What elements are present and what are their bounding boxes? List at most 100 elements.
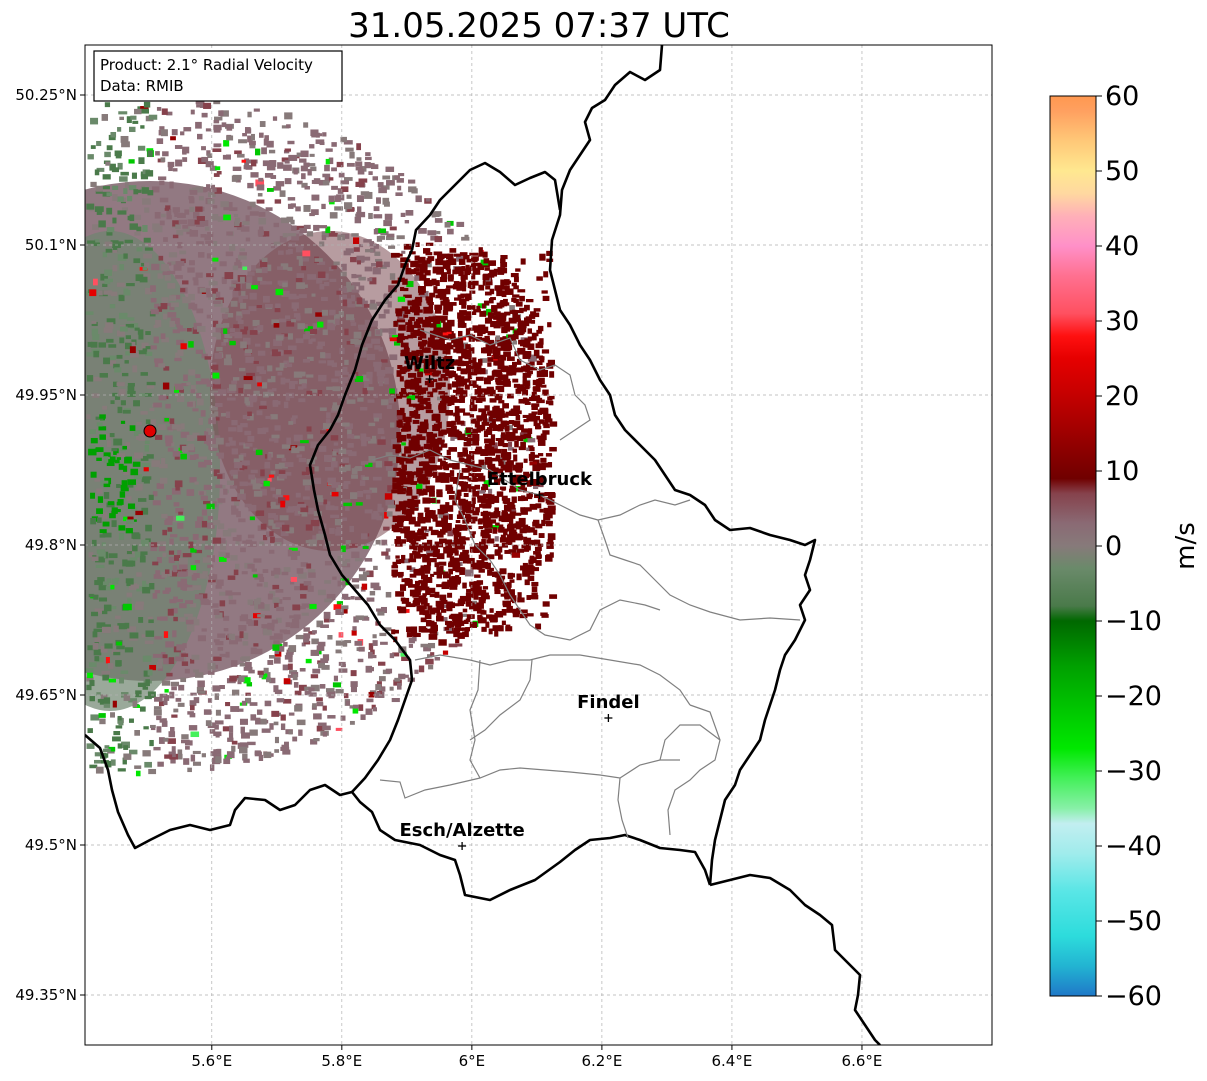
radar-gate: [156, 661, 163, 669]
radar-gate: [212, 417, 220, 421]
radar-gate: [167, 570, 172, 577]
radar-gate: [253, 490, 263, 497]
radar-gate: [362, 374, 370, 382]
radar-gate: [283, 164, 292, 171]
radar-gate: [209, 447, 218, 452]
radar-gate: [375, 228, 381, 234]
radar-gate: [246, 682, 253, 687]
radar-gate: [272, 644, 280, 651]
radar-gate: [511, 435, 519, 441]
radar-gate: [93, 649, 102, 656]
radar-gate: [138, 498, 147, 502]
radar-gate: [492, 406, 500, 414]
radar-gate: [291, 302, 299, 309]
radar-gate: [91, 611, 99, 617]
radar-gate: [518, 486, 525, 492]
radar-gate: [239, 489, 245, 494]
radar-gate: [101, 626, 111, 634]
radar-gate: [485, 281, 493, 286]
radar-gate: [161, 513, 168, 519]
radar-gate: [497, 364, 505, 370]
radar-gate: [239, 662, 248, 667]
radar-gate: [186, 489, 195, 496]
radar-gate: [119, 264, 125, 271]
radar-gate: [365, 331, 372, 337]
radar-gate: [270, 414, 278, 420]
radar-gate: [176, 515, 185, 521]
radar-gate: [253, 390, 260, 396]
radar-gate: [305, 524, 313, 531]
radar-gate: [504, 279, 510, 286]
radar-gate: [543, 271, 549, 278]
radar-gate: [263, 667, 269, 674]
radar-gate: [226, 201, 233, 208]
radar-gate: [279, 190, 286, 197]
radar-gate: [163, 237, 168, 242]
radar-gate: [303, 636, 310, 643]
radar-gate: [406, 489, 413, 496]
radar-gate: [155, 320, 162, 327]
radar-gate: [427, 654, 433, 658]
radar-gate: [109, 456, 116, 462]
radar-gate: [386, 180, 395, 186]
radar-gate: [273, 633, 283, 640]
radar-gate: [407, 322, 412, 328]
radar-gate: [524, 401, 531, 405]
radar-gate: [172, 168, 178, 172]
radar-gate: [177, 522, 184, 529]
radar-gate: [506, 356, 515, 361]
radar-gate: [139, 706, 146, 712]
radar-gate: [361, 583, 368, 590]
radar-gate: [421, 339, 428, 345]
radar-gate: [146, 454, 154, 459]
radar-gate: [316, 697, 323, 702]
radar-gate: [426, 576, 432, 581]
belgium-luxembourg-border: [548, 45, 817, 886]
radar-gate: [442, 397, 449, 404]
radar-gate: [235, 258, 241, 263]
radar-gate: [435, 294, 443, 299]
radar-gate: [274, 749, 280, 753]
radar-gate: [182, 146, 190, 154]
radar-gate: [443, 304, 448, 311]
radar-gate: [383, 261, 390, 268]
radar-gate: [200, 410, 206, 417]
radar-gate: [315, 312, 323, 317]
radar-gate: [255, 717, 261, 725]
radar-gate: [533, 529, 538, 536]
radar-gate: [360, 533, 368, 540]
radar-gate: [161, 571, 168, 578]
radar-gate: [98, 551, 106, 559]
radar-gate: [417, 332, 425, 336]
radar-gate: [438, 561, 447, 566]
radar-gate: [90, 341, 98, 348]
radar-gate: [288, 293, 297, 300]
radar-gate: [243, 632, 249, 640]
radar-gate: [526, 613, 534, 617]
radar-gate: [274, 601, 279, 608]
radar-gate: [231, 175, 238, 182]
radar-gate: [241, 460, 250, 466]
radar-gate: [437, 421, 442, 429]
radar-gate: [325, 158, 330, 165]
radar-gate: [218, 452, 224, 459]
radar-gate: [267, 622, 274, 630]
radar-gate: [440, 316, 446, 323]
radar-gate: [259, 260, 268, 268]
radar-gate: [265, 207, 273, 211]
radar-gate: [167, 608, 174, 616]
radar-gate: [261, 728, 271, 733]
radar-gate: [302, 496, 310, 500]
radar-gate: [414, 535, 421, 542]
radar-gate: [396, 178, 404, 183]
radar-gate: [438, 406, 447, 414]
radar-gate: [205, 161, 214, 168]
radar-gate: [245, 215, 250, 222]
radar-gate: [424, 281, 433, 287]
radar-gate: [427, 380, 434, 388]
radar-gate: [516, 358, 522, 365]
radar-gate: [90, 437, 98, 444]
radar-gate: [99, 373, 108, 378]
radar-gate: [423, 278, 430, 285]
radar-gate: [148, 494, 154, 500]
